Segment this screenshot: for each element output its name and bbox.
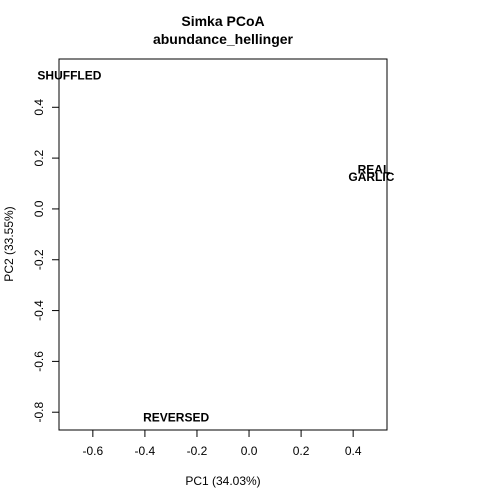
chart-title: Simka PCoA	[181, 13, 264, 29]
point-label-shuffled: SHUFFLED	[37, 69, 101, 83]
y-tick-label: 0.2	[32, 149, 46, 166]
y-tick-label: -0.8	[32, 402, 46, 423]
y-tick-label: -0.4	[32, 300, 46, 321]
x-tick-label: 0.0	[241, 444, 258, 458]
y-tick-label: -0.6	[32, 351, 46, 372]
x-tick-label: 0.4	[345, 444, 362, 458]
chart-subtitle: abundance_hellinger	[153, 31, 294, 47]
y-tick-label: 0.0	[32, 200, 46, 217]
plot-frame	[58, 58, 388, 431]
point-label-real: REAL	[358, 163, 391, 177]
y-axis-label: PC2 (33.55%)	[2, 206, 16, 281]
point-label-reversed: REVERSED	[143, 410, 209, 424]
x-tick-label: -0.4	[135, 444, 156, 458]
y-axis: -0.8 -0.6 -0.4 -0.2 0.0 0.2 0.4	[32, 99, 59, 423]
x-tick-label: -0.2	[187, 444, 208, 458]
x-axis-label: PC1 (34.03%)	[185, 474, 260, 488]
y-tick-label: -0.2	[32, 249, 46, 270]
x-tick-label: 0.2	[293, 444, 310, 458]
x-tick-label: -0.6	[82, 444, 103, 458]
point-label-garlic: GARLIC	[348, 170, 394, 184]
x-axis: -0.6 -0.4 -0.2 0.0 0.2 0.4	[82, 430, 362, 458]
y-tick-label: 0.4	[32, 99, 46, 116]
